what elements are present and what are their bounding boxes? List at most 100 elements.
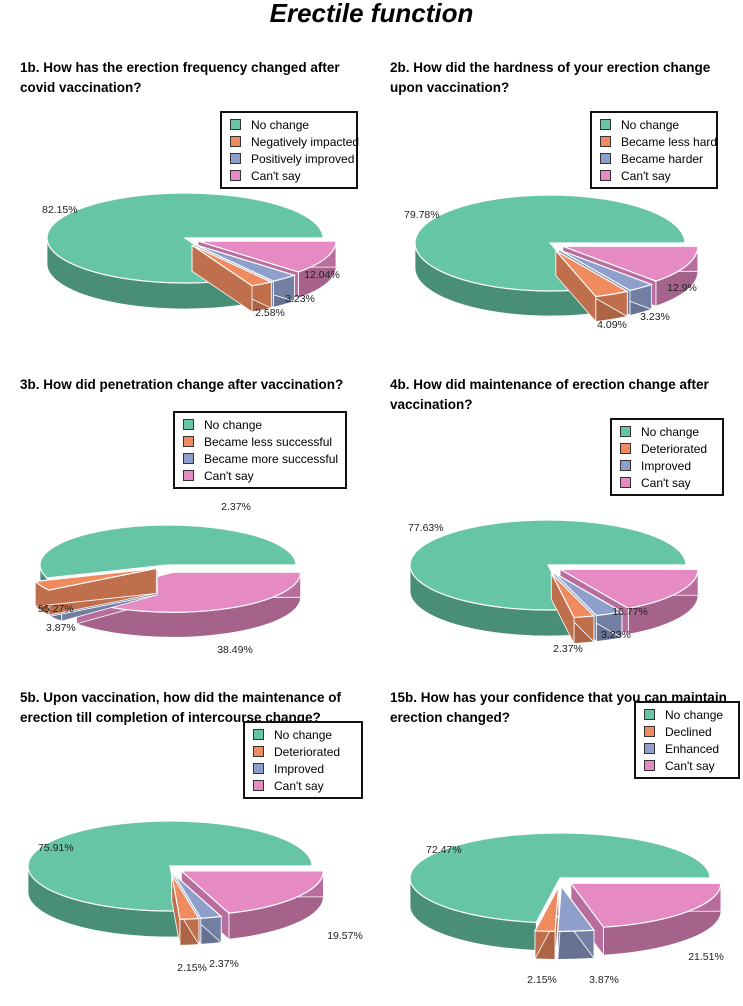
data-label: 38.49%: [217, 644, 253, 656]
data-label: 55.27%: [38, 603, 74, 615]
legend-item: No change: [620, 423, 712, 440]
chart-question: 3b. How did penetration change after vac…: [20, 377, 344, 392]
legend-label: No change: [665, 707, 724, 722]
data-label: 2.15%: [177, 962, 207, 974]
data-label: 2.37%: [209, 958, 239, 970]
legend-swatch: [600, 119, 611, 130]
legend-item: No change: [183, 416, 335, 433]
pie-slice-no-change: [414, 194, 686, 317]
legend-swatch: [620, 426, 631, 437]
legend-item: Can't say: [253, 777, 351, 794]
pie-slice-negative: [171, 872, 200, 946]
data-label: 2.15%: [527, 974, 557, 986]
legend-swatch: [253, 746, 264, 757]
legend-swatch: [183, 436, 194, 447]
legend-label: Improved: [274, 761, 325, 776]
chart-question: 2b. How did the hardness of your erectio…: [390, 60, 711, 95]
pie-slice-negative: [555, 249, 629, 323]
legend-label: Can't say: [621, 168, 671, 183]
chart-panel-4b: 4b. How did maintenance of erection chan…: [390, 375, 743, 693]
pie-chart: 55.27% 3.87% 2.37% 38.49%: [33, 501, 302, 656]
chart-legend: No change Declined Enhanced Can't say: [634, 701, 740, 779]
legend-label: No change: [274, 727, 333, 742]
legend-swatch: [600, 153, 611, 164]
legend-item: Improved: [253, 760, 351, 777]
legend-label: Became less hard: [621, 134, 718, 149]
chart-panel-3b: 3b. How did penetration change after vac…: [20, 375, 391, 693]
legend-swatch: [644, 709, 655, 720]
data-label: 72.47%: [426, 844, 462, 856]
legend-label: Positively improved: [251, 151, 355, 166]
data-label: 3.87%: [46, 622, 76, 634]
chart-legend: No change Negatively impacted Positively i…: [220, 111, 359, 189]
data-label: 3.23%: [285, 293, 315, 305]
pie-slice-no-change: [409, 519, 687, 637]
legend-item: Became harder: [600, 150, 706, 167]
data-label: 3.23%: [601, 629, 631, 641]
pie-slice-no-change: [46, 192, 324, 310]
legend-label: No change: [621, 117, 680, 132]
chart-legend: No change Became less successful Became mo…: [173, 411, 347, 489]
legend-swatch: [183, 419, 194, 430]
legend-item: Negatively impacted: [230, 133, 359, 150]
legend-item: Became less hard: [600, 133, 717, 150]
pie-slice-no-change: [409, 832, 711, 951]
data-label: 3.23%: [640, 311, 670, 323]
legend-item: Declined: [644, 723, 728, 740]
legend-label: No change: [641, 424, 700, 439]
legend-label: Can't say: [641, 475, 691, 490]
legend-label: Declined: [665, 724, 712, 739]
chart-panel-5b: 5b. Upon vaccination, how did the mainte…: [20, 688, 391, 1006]
legend-item: Became more successful: [183, 450, 338, 467]
data-label: 19.57%: [327, 930, 363, 942]
chart-question: 4b. How did maintenance of erection chan…: [390, 377, 709, 412]
legend-item: Deteriorated: [620, 440, 712, 457]
legend-swatch: [183, 470, 194, 481]
pie-slice-no-change: [27, 820, 313, 938]
legend-item: Positively improved: [230, 150, 354, 167]
chart-question: 1b. How has the erection frequency chang…: [20, 60, 340, 95]
legend-item: No change: [253, 726, 351, 743]
data-label: 12.04%: [304, 269, 340, 281]
legend-swatch: [600, 136, 611, 147]
pie-slice-negative: [33, 567, 157, 616]
legend-swatch: [183, 453, 194, 464]
data-label: 2.58%: [255, 307, 285, 319]
legend-label: Improved: [641, 458, 692, 473]
data-label: 2.37%: [553, 643, 583, 655]
legend-item: Improved: [620, 457, 712, 474]
legend-item: Deteriorated: [253, 743, 351, 760]
legend-label: No change: [204, 417, 263, 432]
data-label: 12.9%: [667, 282, 697, 294]
data-label: 77.63%: [408, 522, 444, 534]
data-label: 82.15%: [42, 204, 78, 216]
data-label: 16.77%: [612, 606, 648, 618]
legend-item: No change: [600, 116, 706, 133]
legend-swatch: [620, 460, 631, 471]
chart-panel-2b: 2b. How did the hardness of your erectio…: [390, 58, 743, 376]
legend-swatch: [253, 729, 264, 740]
legend-item: Enhanced: [644, 740, 728, 757]
pie-chart: 82.15% 2.58%3.23% 12.04%: [42, 192, 340, 319]
legend-item: No change: [644, 706, 728, 723]
legend-label: Became less successful: [204, 434, 333, 449]
data-label: 4.09%: [597, 319, 627, 331]
legend-label: Can't say: [665, 758, 715, 773]
pie-slice-negative: [534, 886, 560, 960]
chart-panel-15b: 15b. How has your confidence that you ca…: [390, 688, 743, 1006]
data-label: 79.78%: [404, 209, 440, 221]
legend-label: Enhanced: [665, 741, 720, 756]
legend-item: Can't say: [183, 467, 335, 484]
legend-item: Can't say: [620, 474, 712, 491]
legend-label: Deteriorated: [274, 744, 341, 759]
legend-swatch: [253, 763, 264, 774]
pie-slice-negative: [550, 572, 596, 644]
legend-swatch: [644, 760, 655, 771]
pie-chart: 79.78% 4.09% 3.23% 12.9%: [404, 194, 699, 331]
legend-item: Became less successful: [183, 433, 335, 450]
data-label: 21.51%: [688, 951, 724, 963]
legend-swatch: [620, 477, 631, 488]
legend-swatch: [230, 119, 241, 130]
chart-legend: No change Deteriorated Improved Can't say: [243, 721, 363, 799]
chart-panel-1b: 1b. How has the erection frequency chang…: [20, 58, 391, 376]
